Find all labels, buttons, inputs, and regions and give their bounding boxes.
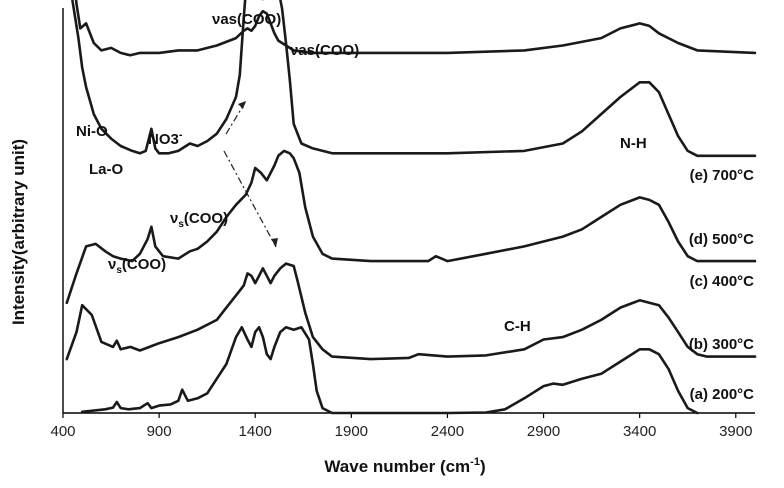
annotation-vs-nu-2: ν (108, 256, 116, 273)
no3-arrowhead-upper (238, 101, 246, 109)
x-tick-label-3: 1900 (335, 423, 368, 440)
x-tick-label-4: 2400 (431, 423, 464, 440)
annotation-ni-o: Ni-O (76, 123, 108, 140)
x-ticks: 400 900 1400 1900 2400 2900 3400 3900 (50, 413, 752, 440)
annotation-no3-text: NO3 (148, 131, 179, 148)
x-axis-title-main: Wave number (cm (324, 457, 470, 476)
annotation-no3-sup: - (179, 129, 183, 141)
annotation-vs-rest-1: (COO) (184, 210, 228, 227)
annotation-vs-nu-1: ν (170, 210, 178, 227)
x-axis-title-close: ) (480, 457, 486, 476)
series-label-1: (b) 300°C (689, 336, 754, 353)
annotation-vas-coo-2: νas(COO) (290, 42, 359, 59)
x-tick-label-7: 3900 (719, 423, 752, 440)
series-line-2 (65, 149, 757, 305)
annotation-c-h: C-H (504, 318, 531, 335)
x-axis-title: Wave number (cm-1) (324, 456, 485, 476)
series-label-2: (c) 400°C (690, 273, 755, 290)
series-line-0 (80, 325, 699, 415)
annotation-vs-rest-2: (COO) (122, 256, 166, 273)
series-line-4 (74, 0, 757, 57)
x-axis-title-sup: -1 (470, 456, 480, 468)
annotation-n-h: N-H (620, 135, 647, 152)
x-tick-label-5: 2900 (527, 423, 560, 440)
annotation-la-o: La-O (89, 161, 124, 178)
x-tick-label-0: 400 (50, 423, 75, 440)
series-line-1 (65, 262, 757, 361)
x-tick-label-2: 1400 (239, 423, 272, 440)
x-tick-label-6: 3400 (623, 423, 656, 440)
series-label-4: (e) 700°C (690, 167, 755, 184)
no3-arrowhead-lower (271, 238, 278, 247)
series-line-3 (71, 0, 757, 158)
annotation-vs-coo-2: νs(COO) (108, 256, 166, 276)
series-label-3: (d) 500°C (689, 231, 754, 248)
annotation-vs-coo-1: νs(COO) (170, 210, 228, 230)
y-axis-title: Intensity(arbitrary unit) (9, 139, 28, 325)
annotation-vs-sub-1: s (178, 219, 184, 230)
series-group (65, 0, 757, 415)
series-label-0: (a) 200°C (690, 386, 755, 403)
annotation-vas-coo-1: νas(COO) (212, 11, 281, 28)
annotation-vs-sub-2: s (116, 265, 122, 276)
x-tick-label-1: 900 (147, 423, 172, 440)
no3-pointer-lower (223, 150, 277, 248)
series-labels: (a) 200°C (b) 300°C (c) 400°C (d) 500°C (e) … (689, 167, 754, 403)
annotation-no3: NO3- (148, 129, 183, 148)
